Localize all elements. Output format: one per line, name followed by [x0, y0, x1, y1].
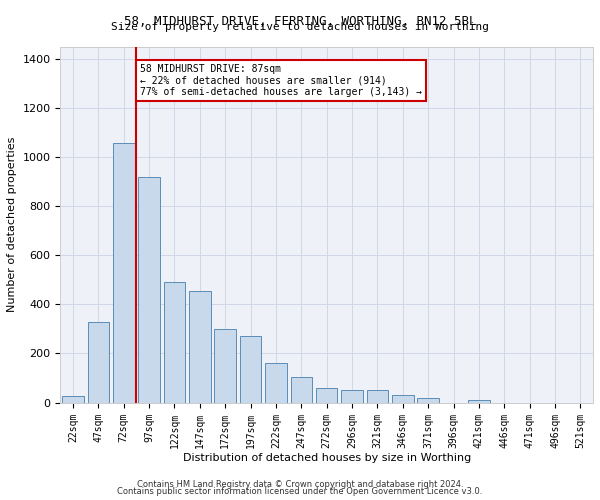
Bar — [341, 390, 363, 402]
Bar — [367, 390, 388, 402]
Bar — [290, 377, 312, 402]
Bar — [240, 336, 262, 402]
Text: 58, MIDHURST DRIVE, FERRING, WORTHING, BN12 5BL: 58, MIDHURST DRIVE, FERRING, WORTHING, B… — [124, 15, 476, 28]
Bar — [62, 396, 84, 402]
Bar — [265, 364, 287, 403]
Bar — [316, 388, 337, 402]
Y-axis label: Number of detached properties: Number of detached properties — [7, 137, 17, 312]
Text: Size of property relative to detached houses in Worthing: Size of property relative to detached ho… — [111, 22, 489, 32]
Bar — [468, 400, 490, 402]
Bar — [164, 282, 185, 403]
X-axis label: Distribution of detached houses by size in Worthing: Distribution of detached houses by size … — [182, 453, 471, 463]
Bar — [214, 329, 236, 402]
Bar — [392, 395, 413, 402]
Text: 58 MIDHURST DRIVE: 87sqm
← 22% of detached houses are smaller (914)
77% of semi-: 58 MIDHURST DRIVE: 87sqm ← 22% of detach… — [140, 64, 422, 98]
Bar — [418, 398, 439, 402]
Bar — [189, 291, 211, 403]
Text: Contains public sector information licensed under the Open Government Licence v3: Contains public sector information licen… — [118, 488, 482, 496]
Text: Contains HM Land Registry data © Crown copyright and database right 2024.: Contains HM Land Registry data © Crown c… — [137, 480, 463, 489]
Bar — [88, 322, 109, 402]
Bar — [113, 142, 134, 402]
Bar — [139, 177, 160, 402]
